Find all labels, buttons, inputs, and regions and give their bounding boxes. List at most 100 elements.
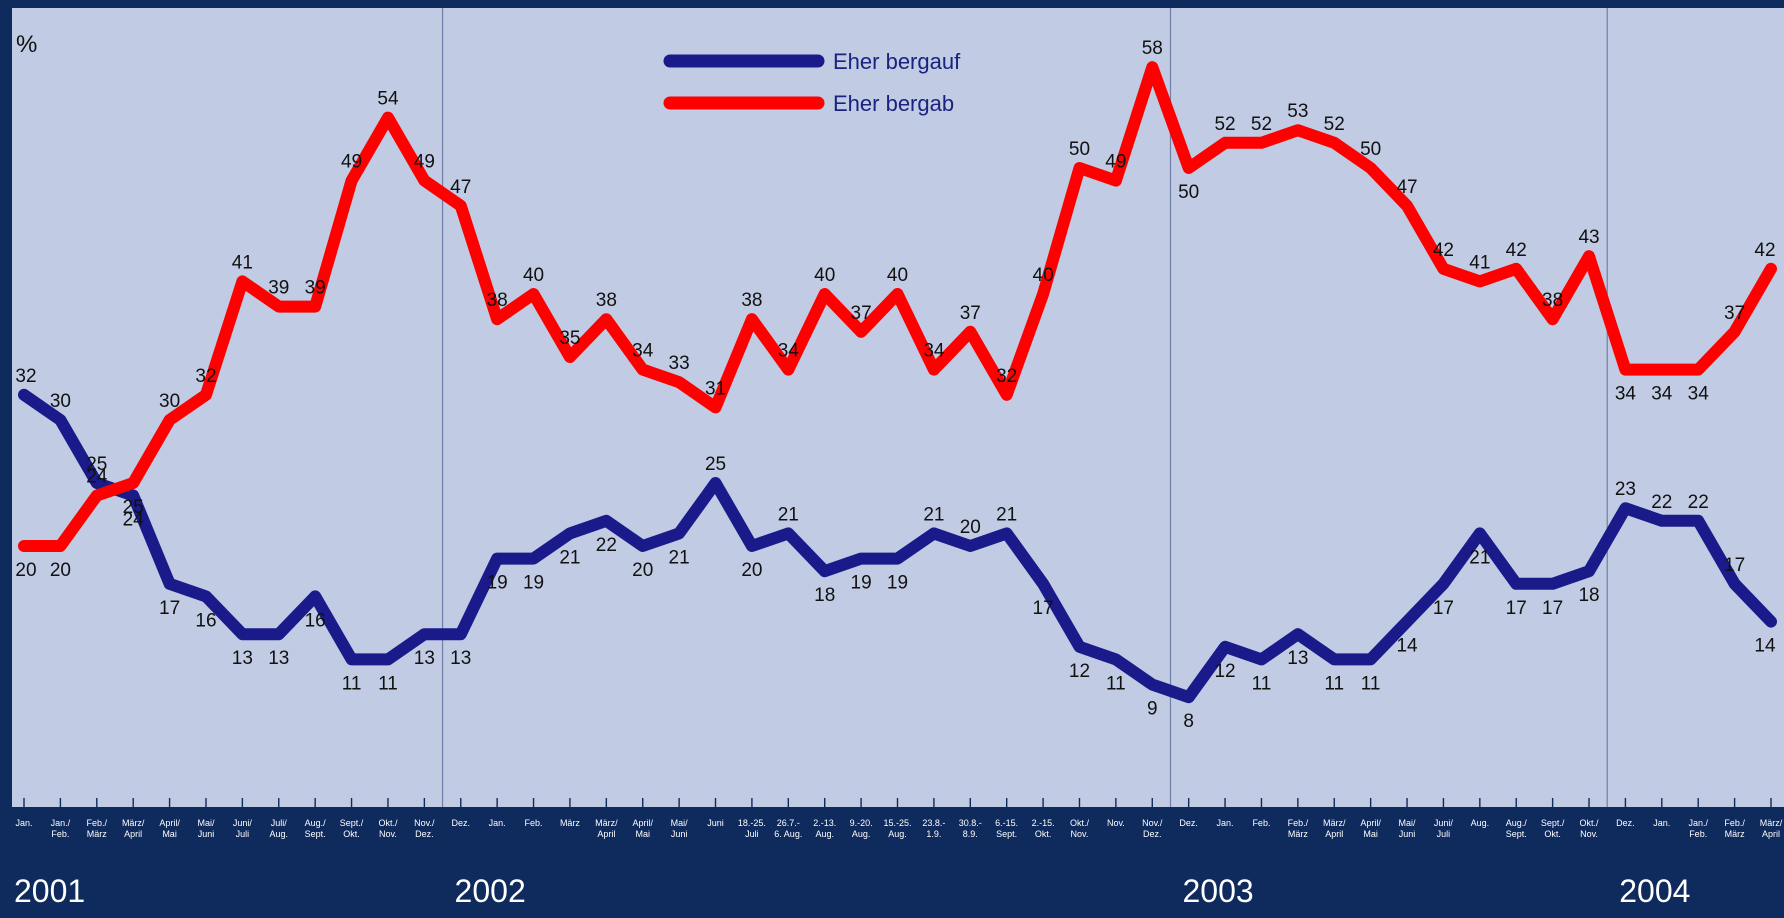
data-label: 52 bbox=[1251, 114, 1272, 135]
x-tick-label: Mai bbox=[635, 829, 650, 839]
data-label: 18 bbox=[814, 585, 835, 606]
data-label: 50 bbox=[1069, 139, 1090, 160]
data-point bbox=[1040, 291, 1046, 297]
x-tick-label: April/ bbox=[632, 818, 653, 828]
data-point bbox=[1695, 518, 1701, 524]
data-label: 8 bbox=[1183, 711, 1194, 732]
data-label: 20 bbox=[632, 560, 653, 581]
data-point bbox=[603, 518, 609, 524]
data-label: 17 bbox=[159, 598, 180, 619]
data-point bbox=[531, 291, 537, 297]
data-point bbox=[603, 316, 609, 322]
data-point bbox=[21, 543, 27, 549]
data-label: 19 bbox=[887, 573, 908, 594]
x-tick-label: Feb. bbox=[525, 818, 543, 828]
data-point bbox=[1076, 165, 1082, 171]
x-tick-label: Jan./ bbox=[51, 818, 71, 828]
data-point bbox=[1222, 140, 1228, 146]
data-point bbox=[1004, 530, 1010, 536]
data-point bbox=[749, 316, 755, 322]
x-tick-label: Mai/ bbox=[197, 818, 215, 828]
data-label: 42 bbox=[1754, 240, 1775, 261]
data-point bbox=[567, 354, 573, 360]
data-label: 16 bbox=[195, 610, 216, 631]
data-point bbox=[421, 178, 427, 184]
x-axis: Jan. Jan./ Feb. Feb./ März März/April April/Ma… bbox=[12, 798, 1784, 839]
data-point bbox=[1586, 568, 1592, 574]
data-point bbox=[1440, 581, 1446, 587]
x-tick-label: Juni/ bbox=[1434, 818, 1454, 828]
data-label: 11 bbox=[1361, 673, 1381, 694]
x-tick-label: Aug. bbox=[852, 829, 871, 839]
x-tick-label: Mai bbox=[1363, 829, 1378, 839]
data-label: 32 bbox=[996, 366, 1017, 387]
data-label: 50 bbox=[1178, 182, 1199, 203]
data-label: 52 bbox=[1324, 114, 1345, 135]
x-tick-label: Juli bbox=[236, 829, 250, 839]
year-label: 2003 bbox=[1182, 873, 1253, 909]
x-tick-label: Feb./ bbox=[1288, 818, 1309, 828]
data-label: 37 bbox=[1724, 303, 1745, 324]
x-tick-label: Sept./ bbox=[1541, 818, 1565, 828]
data-label: 32 bbox=[15, 366, 36, 387]
x-tick-label: Sept. bbox=[1506, 829, 1527, 839]
x-tick-label: Dez. bbox=[1179, 818, 1198, 828]
data-point bbox=[1404, 203, 1410, 209]
data-point bbox=[1440, 266, 1446, 272]
x-tick-label: Okt./ bbox=[1580, 818, 1600, 828]
data-point bbox=[1732, 581, 1738, 587]
data-point bbox=[749, 543, 755, 549]
data-point bbox=[203, 392, 209, 398]
data-label: 34 bbox=[923, 341, 945, 362]
x-tick-label: April bbox=[1762, 829, 1780, 839]
data-label: 24 bbox=[123, 510, 145, 531]
data-point bbox=[1258, 140, 1264, 146]
x-tick-label: Feb./ bbox=[1724, 818, 1745, 828]
x-tick-label: Juli bbox=[745, 829, 759, 839]
data-point bbox=[130, 480, 136, 486]
data-label: 40 bbox=[523, 265, 544, 286]
x-tick-label: 18.-25. bbox=[738, 818, 766, 828]
data-point bbox=[276, 304, 282, 310]
data-label: 17 bbox=[1724, 555, 1745, 576]
data-label: 49 bbox=[341, 152, 362, 173]
data-point bbox=[203, 593, 209, 599]
data-label: 20 bbox=[50, 560, 71, 581]
x-tick-label: Mai/ bbox=[1399, 818, 1417, 828]
data-label: 34 bbox=[632, 341, 654, 362]
x-tick-label: Dez. bbox=[1143, 829, 1162, 839]
data-point bbox=[1477, 530, 1483, 536]
data-point bbox=[676, 530, 682, 536]
x-tick-label: 2.-13. bbox=[813, 818, 836, 828]
data-label: 19 bbox=[851, 573, 872, 594]
x-tick-label: Jan. bbox=[15, 818, 32, 828]
data-point bbox=[713, 480, 719, 486]
x-tick-label: Juni bbox=[671, 829, 688, 839]
data-point bbox=[1622, 505, 1628, 511]
data-label: 38 bbox=[596, 290, 617, 311]
data-label: 13 bbox=[414, 648, 435, 669]
data-point bbox=[57, 417, 63, 423]
data-label: 49 bbox=[414, 152, 435, 173]
data-label: 39 bbox=[268, 278, 289, 299]
x-tick-label: Aug. bbox=[888, 829, 907, 839]
x-tick-label: Okt. bbox=[343, 829, 360, 839]
data-label: 47 bbox=[450, 177, 471, 198]
data-label: 19 bbox=[487, 573, 508, 594]
data-label: 54 bbox=[377, 89, 399, 110]
data-point bbox=[822, 568, 828, 574]
data-point bbox=[1550, 581, 1556, 587]
x-tick-label: Dez. bbox=[415, 829, 434, 839]
x-tick-label: März/ bbox=[1323, 818, 1346, 828]
data-label: 9 bbox=[1147, 699, 1158, 720]
x-tick-label: Juli/ bbox=[271, 818, 288, 828]
data-point bbox=[167, 417, 173, 423]
x-tick-label: Juli bbox=[1437, 829, 1451, 839]
plot-area bbox=[12, 8, 1784, 808]
year-label: 2004 bbox=[1619, 873, 1690, 909]
data-label: 13 bbox=[450, 648, 471, 669]
x-tick-label: März bbox=[560, 818, 580, 828]
data-point bbox=[494, 316, 500, 322]
data-label: 21 bbox=[996, 504, 1017, 525]
